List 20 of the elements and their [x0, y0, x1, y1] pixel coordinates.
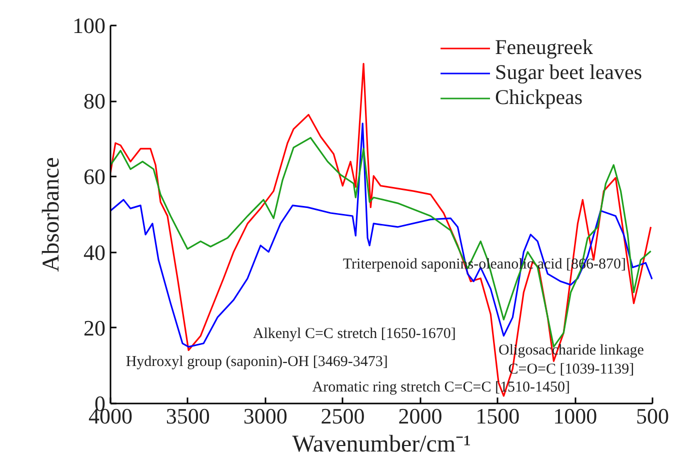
- y-tick-label: 60: [84, 164, 106, 190]
- line-series: [110, 62, 652, 397]
- legend-label: Feneugreek: [495, 35, 594, 60]
- x-axis-title: Wavenumber/cm⁻¹: [292, 432, 471, 458]
- x-tick-label: 1000: [553, 404, 598, 428]
- legend-label: Sugar beet leaves: [495, 60, 642, 85]
- x-tick-label: 500: [636, 404, 669, 428]
- x-tick-label: 3000: [243, 404, 288, 428]
- x-tick-label: 3500: [166, 404, 210, 428]
- annotation: Hydroxyl group (saponin)-OH [3469-3473]: [126, 354, 388, 370]
- y-tick-label: 20: [84, 315, 106, 340]
- legend-label: Chickpeas: [495, 85, 583, 110]
- x-tick-label: 1500: [476, 404, 520, 428]
- y-tick-label: 40: [84, 240, 106, 265]
- x-tick-label: 2000: [398, 404, 442, 428]
- y-tick-label: 100: [72, 13, 106, 38]
- y-tick-label: 80: [84, 88, 106, 114]
- y-axis-title: Absorbance: [38, 157, 64, 272]
- annotation: Alkenyl C=C stretch [1650-1670]: [252, 326, 456, 342]
- x-tick-label: 2500: [320, 404, 365, 428]
